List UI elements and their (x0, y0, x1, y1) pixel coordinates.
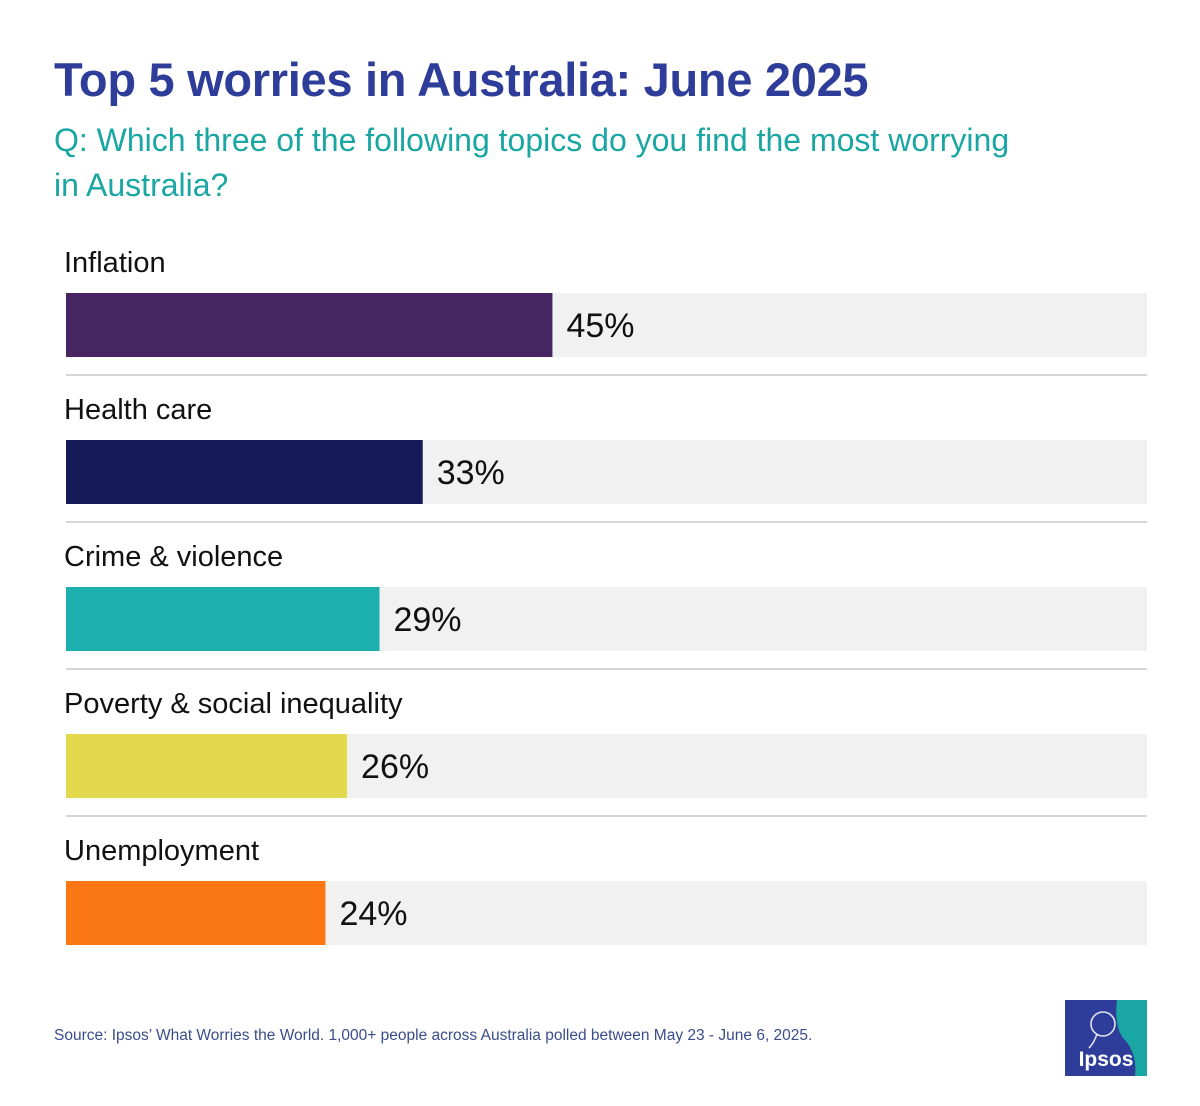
value-label: 24% (339, 895, 407, 933)
value-label: 45% (566, 307, 634, 345)
value-label: 33% (437, 454, 505, 492)
logo-accent (1116, 1000, 1147, 1076)
source-note: Source: Ipsos’ What Worries the World. 1… (54, 1027, 813, 1044)
bar (66, 734, 348, 798)
value-label: 29% (393, 601, 461, 639)
category-label: Unemployment (64, 835, 259, 867)
category-label: Inflation (64, 247, 166, 279)
ipsos-logo: Ipsos (1065, 1000, 1147, 1076)
bar (66, 440, 423, 504)
bar (66, 881, 326, 945)
category-label: Crime & violence (64, 541, 283, 573)
category-label: Health care (64, 394, 212, 426)
bar-chart: Inflation 45% Health care 33% Crime & violen… (64, 247, 1147, 945)
category-label: Poverty & social inequality (64, 688, 403, 720)
logo-text: Ipsos (1079, 1048, 1134, 1071)
bar (66, 587, 380, 651)
value-label: 26% (361, 748, 429, 786)
bar (66, 293, 553, 357)
chart-subtitle: Q: Which three of the following topics d… (54, 122, 1010, 203)
chart-title: Top 5 worries in Australia: June 2025 (54, 53, 869, 106)
logo-head-icon (1090, 1011, 1116, 1037)
